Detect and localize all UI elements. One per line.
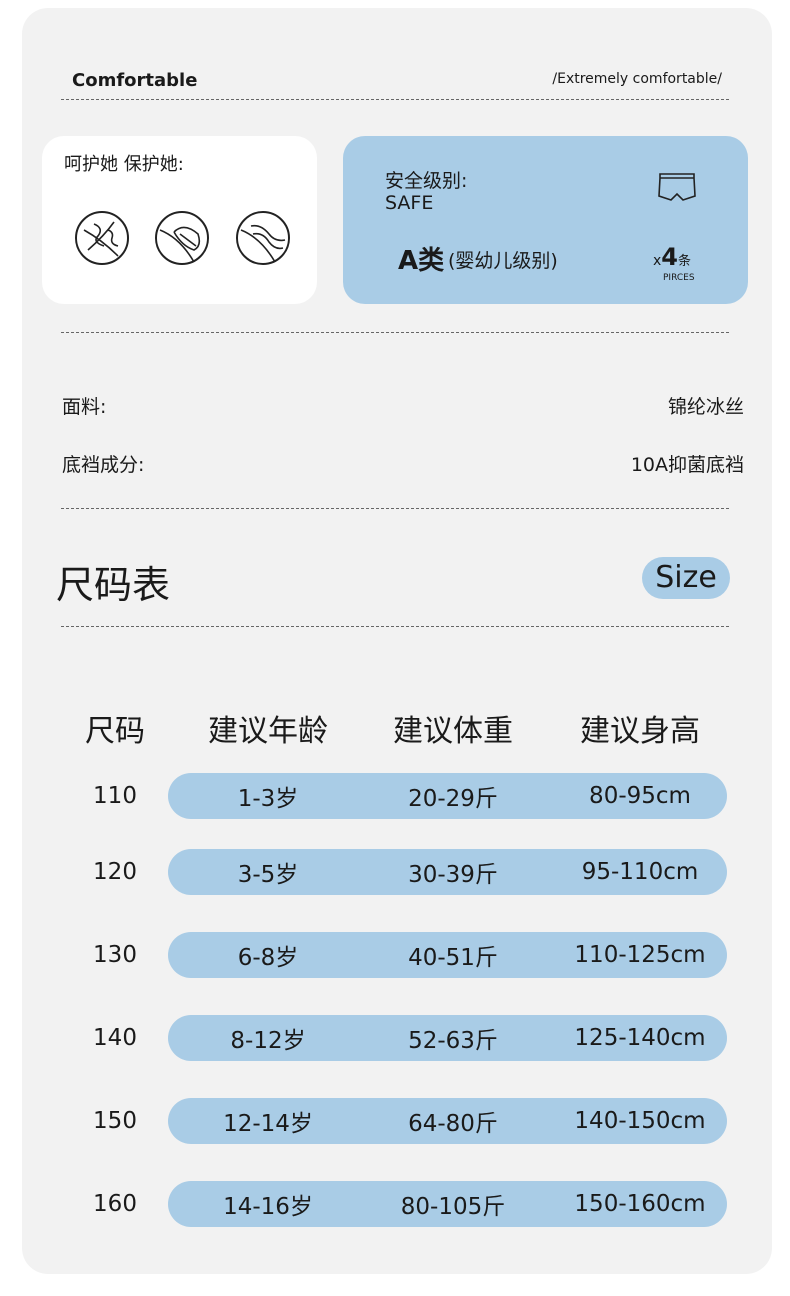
size-cell: 120 [93, 859, 137, 885]
table-cell: 30-39斤 [408, 862, 498, 888]
wave-icon [236, 211, 290, 265]
size-cell: 140 [93, 1025, 137, 1051]
table-row [168, 1015, 727, 1061]
table-cell: 52-63斤 [408, 1028, 498, 1054]
table-cell: 80-105斤 [400, 1194, 506, 1220]
safety-grade: A类 [398, 246, 445, 276]
safety-label: 安全级别: [385, 170, 468, 192]
divider [61, 508, 729, 509]
table-row [168, 1098, 727, 1144]
spec-value: 10A抑菌底裆 [630, 454, 744, 476]
table-cell: 95-110cm [581, 859, 699, 885]
spec-label: 底裆成分: [62, 454, 145, 476]
table-cell: 6-8岁 [237, 945, 299, 971]
safety-label-en: SAFE [385, 192, 434, 214]
column-header: 建议年龄 [208, 714, 328, 749]
size-cell: 110 [93, 783, 137, 809]
table-row [168, 849, 727, 895]
care-panel [42, 136, 317, 304]
safety-panel [343, 136, 748, 304]
spec-label: 面料: [62, 396, 107, 418]
table-row [168, 932, 727, 978]
column-header: 建议体重 [393, 714, 513, 749]
care-title: 呵护她 保护她: [64, 154, 184, 175]
table-cell: 140-150cm [574, 1108, 706, 1134]
table-cell: 110-125cm [574, 942, 706, 968]
table-cell: 8-12岁 [230, 1028, 306, 1054]
size-badge: Size [642, 557, 730, 599]
size-cell: 150 [93, 1108, 137, 1134]
count-prefix: x [653, 253, 662, 269]
column-header: 尺码 [85, 714, 145, 749]
table-cell: 20-29斤 [408, 786, 498, 812]
safety-grade-note: (婴幼儿级别) [448, 250, 558, 272]
pieces-label: PIRCES [663, 273, 695, 283]
table-cell: 14-16岁 [223, 1194, 313, 1220]
divider [61, 626, 729, 627]
table-cell: 64-80斤 [408, 1111, 498, 1137]
underwear-icon [658, 173, 696, 201]
table-row [168, 773, 727, 819]
divider [61, 99, 729, 100]
header-title: Comfortable [72, 70, 198, 91]
piece-count: x4条 [653, 243, 691, 271]
fiber-icon [75, 211, 129, 265]
table-cell: 80-95cm [589, 783, 691, 809]
table-cell: 1-3岁 [237, 786, 299, 812]
count-unit: 条 [678, 254, 692, 269]
count-value: 4 [661, 243, 678, 271]
size-chart-title: 尺码表 [56, 563, 171, 607]
table-row [168, 1181, 727, 1227]
divider [61, 332, 729, 333]
feather-icon [155, 211, 209, 265]
table-cell: 12-14岁 [223, 1111, 313, 1137]
table-cell: 125-140cm [574, 1025, 706, 1051]
size-cell: 160 [93, 1191, 137, 1217]
spec-value: 锦纶冰丝 [667, 396, 744, 418]
table-cell: 40-51斤 [408, 945, 498, 971]
table-cell: 150-160cm [574, 1191, 706, 1217]
size-cell: 130 [93, 942, 137, 968]
header-subtitle: /Extremely comfortable/ [552, 71, 722, 87]
column-header: 建议身高 [580, 714, 700, 749]
table-cell: 3-5岁 [237, 862, 299, 888]
